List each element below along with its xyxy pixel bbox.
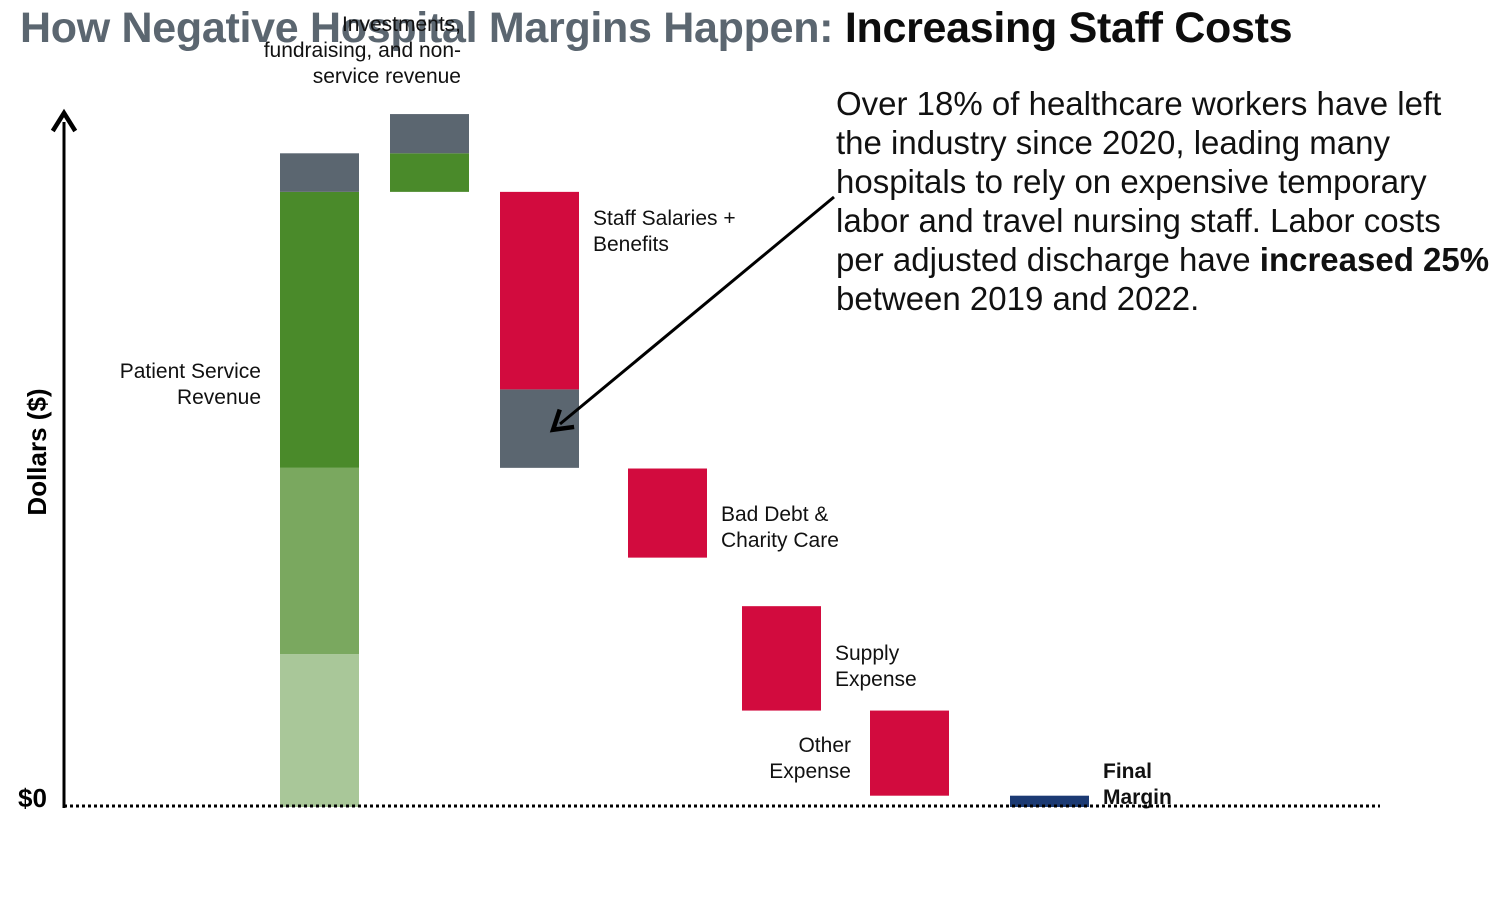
- bar-label-line: Patient Service: [120, 360, 261, 383]
- bar-segment: [500, 191, 579, 390]
- bar-label-line: Supply: [835, 642, 900, 665]
- bar-bad-debt-charity-care: [628, 468, 707, 558]
- bar-staff-salaries-benefits: [500, 191, 579, 468]
- y-axis-label: Dollars ($): [22, 388, 52, 515]
- bar-label-line: Bad Debt &: [721, 503, 828, 526]
- bar-label-bad-debt-charity-care: Bad Debt & Charity Care: [721, 503, 839, 552]
- bar-segment: [500, 389, 579, 468]
- callout-text-start: Over 18% of healthcare workers have left…: [836, 85, 1442, 278]
- bar-label-line: Margin: [1103, 786, 1172, 809]
- bar-label-line: Charity Care: [721, 529, 839, 552]
- bar-label-line: Other: [798, 734, 851, 757]
- bar-label-line: Revenue: [177, 386, 261, 409]
- bar-label-line: service revenue: [313, 65, 461, 88]
- bar-segment: [742, 606, 821, 711]
- callout-text: Over 18% of healthcare workers have left…: [836, 84, 1496, 318]
- bar-label-line: Expense: [835, 668, 917, 691]
- bar-label-staff-salaries-benefits: Staff Salaries + Benefits: [593, 207, 736, 256]
- bar-segment: [390, 114, 469, 154]
- bar-final-margin: [1010, 795, 1089, 807]
- bar-label-line: Expense: [769, 760, 851, 783]
- title-part-2: Increasing Staff Costs: [844, 4, 1293, 52]
- bars-layer: [280, 114, 1089, 807]
- bar-segment: [870, 710, 949, 796]
- bar-segment: [628, 468, 707, 558]
- callout-text-bold: increased 25%: [1259, 241, 1490, 278]
- bar-label-final-margin: Final Margin: [1103, 760, 1172, 809]
- bar-label-line: Investments,: [342, 13, 461, 36]
- baseline-label: $0: [18, 783, 47, 813]
- callout-arrow: [549, 195, 835, 433]
- page-title: How Negative Hospital Margins Happen: In…: [20, 4, 1293, 53]
- bar-label-other-expense: Other Expense: [769, 734, 851, 783]
- bar-other-expense: [870, 710, 949, 796]
- bar-segment: [1010, 795, 1089, 807]
- bar-label-line: Staff Salaries +: [593, 207, 736, 230]
- callout-text-end: between 2019 and 2022.: [836, 280, 1200, 317]
- bar-investments-fundraising-and-non-service-revenue: [390, 114, 469, 192]
- bar-label-line: Benefits: [593, 233, 669, 256]
- bar-label-patient-service-revenue: Patient Service Revenue: [120, 360, 261, 409]
- bar-labels-layer: Patient Service Revenue Investments, fundra…: [120, 13, 1172, 809]
- title-part-1: How Negative Hospital Margins Happen:: [20, 4, 845, 52]
- bar-segment: [280, 467, 359, 655]
- bar-patient-service-revenue: [280, 153, 359, 807]
- bar-label-supply-expense: Supply Expense: [835, 642, 917, 691]
- bar-supply-expense: [742, 606, 821, 711]
- bar-segment: [280, 191, 359, 468]
- bar-label-investments-fundraising-and-non-service-revenue: Investments, fundraising, and non-service…: [264, 13, 461, 88]
- bar-segment: [280, 153, 359, 192]
- bar-label-line: fundraising, and non-: [264, 39, 461, 62]
- bar-segment: [280, 654, 359, 807]
- bar-label-line: Final: [1103, 760, 1152, 783]
- bar-segment: [390, 153, 469, 192]
